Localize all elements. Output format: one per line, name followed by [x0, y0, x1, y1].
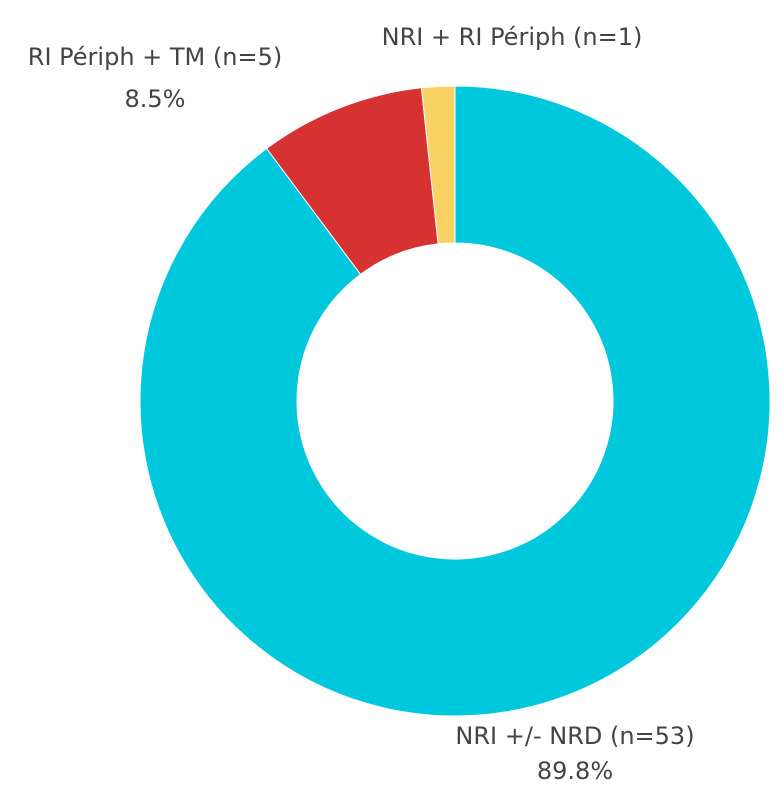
slice-label: NRI +/- NRD (n=53) — [455, 722, 694, 750]
slice-value-label: 89.8% — [537, 757, 613, 785]
donut-slice — [420, 85, 456, 245]
slice-label: RI Périph + TM (n=5) — [28, 43, 282, 71]
slice-label: NRI + RI Périph (n=1) — [382, 23, 643, 51]
donut-slice — [139, 85, 771, 717]
slice-value-label: 8.5% — [125, 85, 186, 113]
